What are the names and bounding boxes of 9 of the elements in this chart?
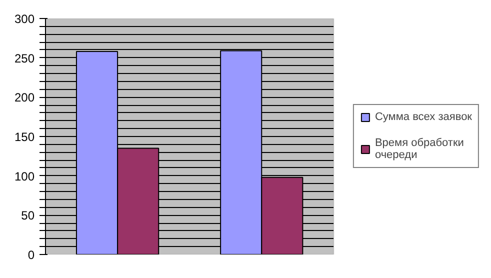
legend-label: Сумма всех заявок <box>374 111 472 123</box>
y-tick-label: 50 <box>21 208 35 223</box>
legend-label: Время обработки очереди <box>374 137 464 161</box>
y-tick-label: 300 <box>14 12 35 26</box>
y-tick-label: 200 <box>14 90 35 105</box>
y-tick-label: 250 <box>14 51 35 66</box>
y-tick-label: 100 <box>14 169 35 184</box>
y-tick-label: 0 <box>28 248 35 262</box>
y-tick-label: 150 <box>14 130 35 144</box>
